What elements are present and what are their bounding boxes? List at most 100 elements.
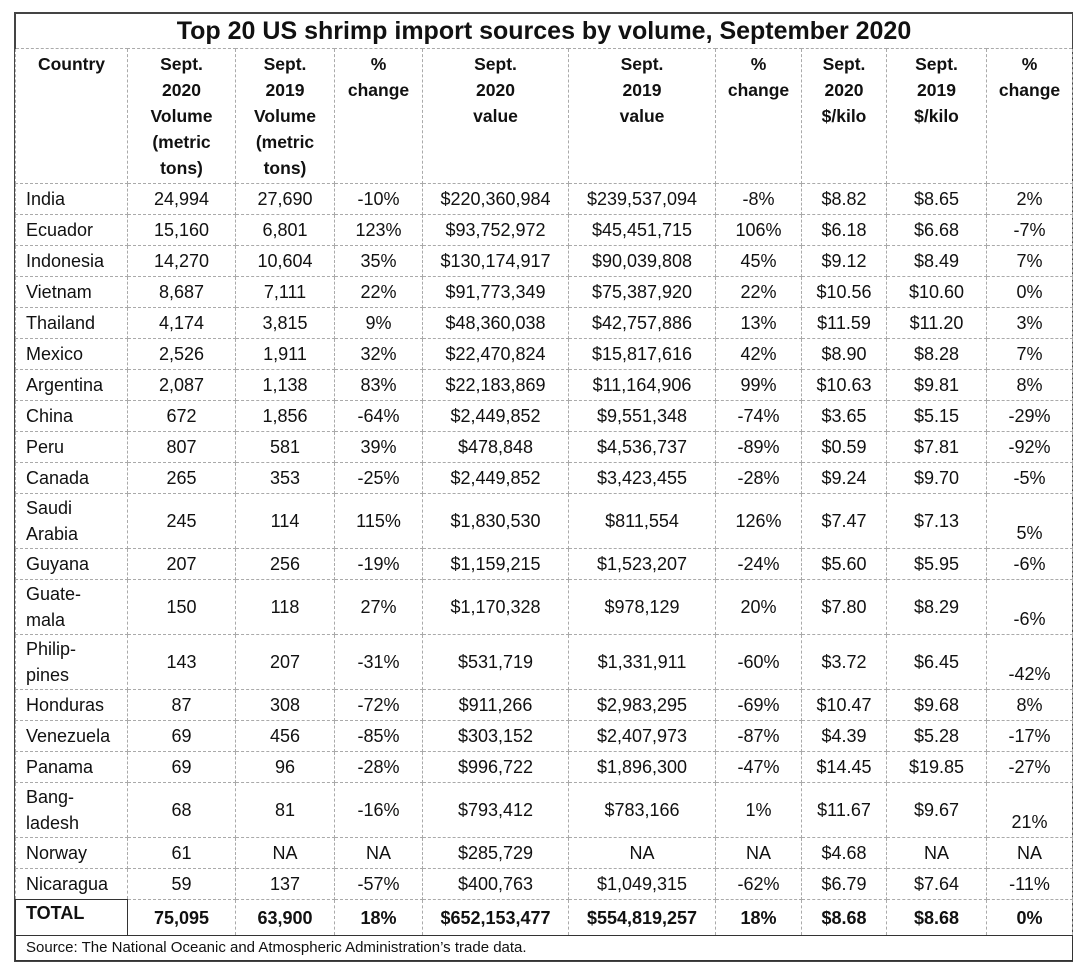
table-row: Indonesia 14,270 10,604 35% $130,174,917 $90,…	[15, 245, 1073, 277]
cell-price-change: 7%	[986, 338, 1073, 370]
cell-volume-change: -85%	[334, 720, 423, 752]
total-value-2019: $554,819,257	[568, 899, 716, 936]
cell-value-2020: $793,412	[422, 782, 569, 838]
table-row: Ecuador 15,160 6,801 123% $93,752,972 $45,451…	[15, 214, 1073, 246]
cell-price-change: 5%	[986, 493, 1073, 549]
cell-value-2019: $2,983,295	[568, 689, 716, 721]
cell-price-change: -5%	[986, 462, 1073, 494]
cell-volume-2020: 2,087	[127, 369, 236, 401]
cell-value-2020: $996,722	[422, 751, 569, 783]
cell-volume-2019: 118	[235, 579, 335, 635]
cell-price-2019: $8.49	[886, 245, 987, 277]
cell-volume-change: 83%	[334, 369, 423, 401]
cell-value-change: 1%	[715, 782, 802, 838]
cell-value-change: -62%	[715, 868, 802, 900]
cell-volume-2020: 8,687	[127, 276, 236, 308]
cell-value-2020: $130,174,917	[422, 245, 569, 277]
cell-price-2019: $7.81	[886, 431, 987, 463]
cell-price-2020: $4.39	[801, 720, 887, 752]
cell-price-2019: $9.81	[886, 369, 987, 401]
cell-value-change: -47%	[715, 751, 802, 783]
cell-volume-2019: 7,111	[235, 276, 335, 308]
cell-country: Peru	[15, 431, 128, 463]
cell-volume-2020: 69	[127, 751, 236, 783]
table-title: Top 20 US shrimp import sources by volum…	[15, 13, 1073, 49]
table-row: Philip- pines 143 207 -31% $531,719 $1,331,91…	[15, 634, 1073, 690]
cell-volume-2019: 81	[235, 782, 335, 838]
cell-price-2019: $8.65	[886, 183, 987, 215]
cell-volume-2020: 87	[127, 689, 236, 721]
total-value-change: 18%	[715, 899, 802, 936]
cell-volume-2020: 15,160	[127, 214, 236, 246]
cell-volume-2020: 143	[127, 634, 236, 690]
cell-volume-2020: 245	[127, 493, 236, 549]
total-volume-2020: 75,095	[127, 899, 236, 936]
cell-price-change: -11%	[986, 868, 1073, 900]
cell-volume-2020: 14,270	[127, 245, 236, 277]
cell-value-change: 106%	[715, 214, 802, 246]
cell-volume-2019: 353	[235, 462, 335, 494]
cell-country: Panama	[15, 751, 128, 783]
table-row: Argentina 2,087 1,138 83% $22,183,869 $11,164…	[15, 369, 1073, 401]
total-row: TOTAL 75,095 63,900 18% $652,153,477 $554,819…	[15, 899, 1073, 936]
cell-price-2019: $5.28	[886, 720, 987, 752]
cell-value-2019: $239,537,094	[568, 183, 716, 215]
cell-price-2020: $8.82	[801, 183, 887, 215]
cell-value-2019: $811,554	[568, 493, 716, 549]
cell-value-2020: $911,266	[422, 689, 569, 721]
cell-volume-2020: 150	[127, 579, 236, 635]
cell-value-2020: $93,752,972	[422, 214, 569, 246]
cell-value-change: 13%	[715, 307, 802, 339]
column-header-price-2020: Sept. 2020 $/kilo	[801, 48, 887, 184]
table-row: Saudi Arabia 245 114 115% $1,830,530 $811,554…	[15, 493, 1073, 549]
cell-volume-2019: 6,801	[235, 214, 335, 246]
cell-value-2019: $9,551,348	[568, 400, 716, 432]
cell-volume-change: -72%	[334, 689, 423, 721]
cell-price-2019: $8.29	[886, 579, 987, 635]
cell-volume-2020: 207	[127, 548, 236, 580]
cell-volume-change: -10%	[334, 183, 423, 215]
cell-price-2019: $6.45	[886, 634, 987, 690]
cell-volume-change: 35%	[334, 245, 423, 277]
cell-price-change: -6%	[986, 548, 1073, 580]
cell-value-2019: $42,757,886	[568, 307, 716, 339]
cell-value-2020: $48,360,038	[422, 307, 569, 339]
cell-country: Nicaragua	[15, 868, 128, 900]
cell-value-2019: $783,166	[568, 782, 716, 838]
cell-price-2019: $9.67	[886, 782, 987, 838]
cell-value-2020: $22,183,869	[422, 369, 569, 401]
cell-country: Vietnam	[15, 276, 128, 308]
cell-price-change: -92%	[986, 431, 1073, 463]
cell-country: Philip- pines	[15, 634, 128, 690]
cell-country: China	[15, 400, 128, 432]
cell-volume-2019: 3,815	[235, 307, 335, 339]
cell-country: Canada	[15, 462, 128, 494]
column-header-value-change: % change	[715, 48, 802, 184]
cell-value-2019: $3,423,455	[568, 462, 716, 494]
total-country: TOTAL	[15, 899, 128, 936]
cell-volume-2019: 308	[235, 689, 335, 721]
cell-volume-change: -19%	[334, 548, 423, 580]
cell-value-2020: $22,470,824	[422, 338, 569, 370]
cell-volume-2019: 207	[235, 634, 335, 690]
cell-price-2020: $10.63	[801, 369, 887, 401]
header-row: Country Sept. 2020 Volume (metric tons) Se…	[15, 48, 1073, 184]
cell-volume-2020: 24,994	[127, 183, 236, 215]
cell-price-change: -7%	[986, 214, 1073, 246]
cell-country: Ecuador	[15, 214, 128, 246]
shrimp-import-table: Top 20 US shrimp import sources by volum…	[15, 13, 1073, 961]
cell-country: Thailand	[15, 307, 128, 339]
cell-volume-2019: 27,690	[235, 183, 335, 215]
cell-price-2019: $5.15	[886, 400, 987, 432]
cell-price-2020: $9.24	[801, 462, 887, 494]
cell-price-2019: $9.70	[886, 462, 987, 494]
cell-value-change: -74%	[715, 400, 802, 432]
cell-value-2019: $75,387,920	[568, 276, 716, 308]
column-header-value-2019: Sept. 2019 value	[568, 48, 716, 184]
cell-price-2020: $14.45	[801, 751, 887, 783]
cell-price-change: -17%	[986, 720, 1073, 752]
cell-value-change: 20%	[715, 579, 802, 635]
cell-price-2020: $0.59	[801, 431, 887, 463]
cell-value-change: -28%	[715, 462, 802, 494]
cell-value-2020: $478,848	[422, 431, 569, 463]
